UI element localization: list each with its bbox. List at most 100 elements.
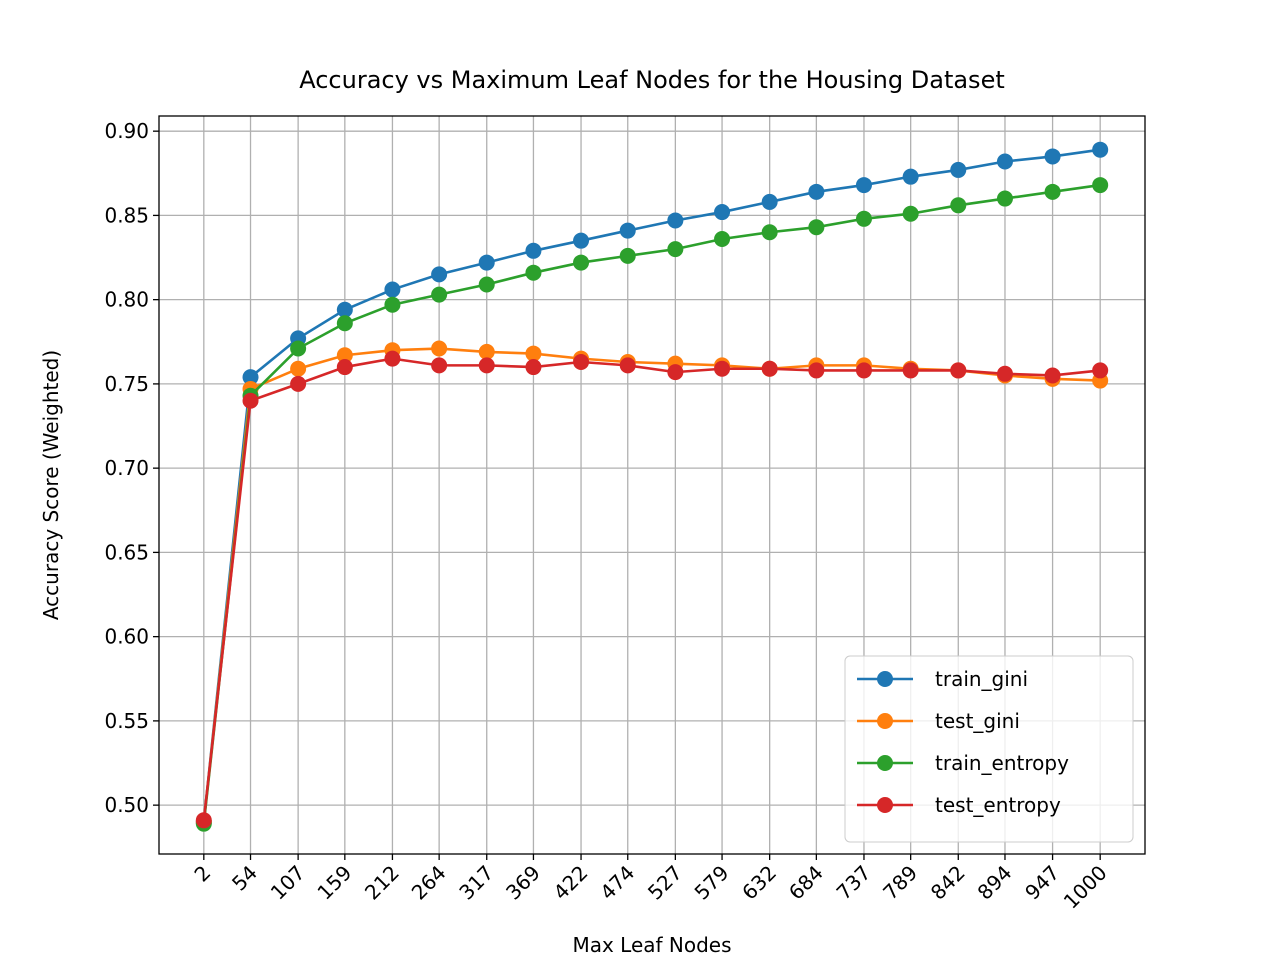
data-point — [1044, 183, 1061, 200]
y-tick-label: 0.90 — [104, 119, 149, 143]
y-tick-label: 0.60 — [104, 625, 149, 649]
data-point — [902, 205, 919, 222]
x-tick-label: 789 — [878, 861, 922, 905]
x-tick-label: 422 — [549, 861, 593, 905]
y-tick-label: 0.85 — [104, 203, 149, 227]
data-point — [619, 247, 636, 264]
data-point — [478, 343, 495, 360]
x-tick-label: 1000 — [1059, 861, 1112, 914]
x-tick-label: 842 — [926, 861, 970, 905]
y-tick-label: 0.75 — [104, 372, 149, 396]
legend-marker — [877, 671, 893, 687]
legend-label: test_gini — [935, 709, 1020, 733]
legend-frame — [844, 655, 1134, 843]
series-line — [202, 183, 1101, 824]
data-point — [950, 161, 967, 178]
legend-label: train_gini — [935, 667, 1028, 691]
data-point — [950, 197, 967, 214]
y-tick-label: 0.65 — [104, 540, 149, 564]
data-point — [290, 360, 307, 377]
x-axis-label: Max Leaf Nodes — [572, 933, 731, 957]
x-tick-label: 684 — [784, 861, 828, 905]
data-point — [996, 153, 1013, 170]
x-tick-label: 527 — [643, 861, 687, 905]
data-point — [336, 347, 353, 364]
data-point — [619, 357, 636, 374]
plot-frame — [158, 115, 1146, 855]
data-point — [950, 362, 967, 379]
x-tick-label: 947 — [1020, 861, 1064, 905]
data-point — [573, 354, 590, 370]
data-point — [195, 812, 212, 829]
x-tick-label: 54 — [227, 861, 262, 896]
data-point — [1044, 367, 1061, 384]
x-tick-label: 264 — [407, 861, 451, 905]
data-point — [667, 364, 684, 381]
data-point — [478, 276, 495, 293]
legend-marker — [877, 797, 893, 813]
data-point — [1044, 148, 1061, 165]
data-point — [384, 350, 401, 367]
data-point — [855, 177, 872, 194]
data-point — [714, 204, 731, 221]
data-point — [431, 340, 448, 357]
data-point — [1092, 141, 1109, 158]
x-tick-label: 212 — [360, 861, 404, 905]
x-tick-label: 737 — [832, 861, 876, 905]
legend-label: test_entropy — [935, 793, 1061, 817]
data-point — [808, 219, 825, 236]
x-tick-label: 107 — [266, 861, 310, 905]
x-tick-label: 632 — [737, 861, 781, 905]
data-point — [855, 210, 872, 227]
data-point — [525, 242, 542, 259]
data-point — [996, 190, 1013, 207]
data-point — [290, 340, 307, 357]
legend-label: train_entropy — [935, 751, 1069, 775]
x-tick-label: 369 — [501, 861, 545, 905]
data-point — [996, 365, 1013, 382]
data-point — [1092, 177, 1109, 194]
data-point — [808, 362, 825, 379]
data-point — [761, 360, 778, 377]
data-point — [855, 362, 872, 379]
y-tick-label: 0.70 — [104, 456, 149, 480]
data-point — [431, 357, 448, 374]
data-point — [573, 254, 590, 271]
data-point — [714, 231, 731, 247]
data-point — [808, 183, 825, 200]
data-point — [761, 224, 778, 241]
data-point — [478, 254, 495, 271]
data-point — [667, 212, 684, 229]
data-point — [525, 345, 542, 362]
data-point — [478, 357, 495, 374]
data-point — [336, 315, 353, 332]
y-tick-label: 0.55 — [104, 709, 149, 733]
legend-marker — [877, 755, 893, 771]
x-tick-label: 317 — [454, 861, 498, 905]
data-point — [525, 359, 542, 376]
data-point — [525, 264, 542, 281]
series-line — [202, 148, 1101, 823]
data-point — [336, 301, 353, 318]
data-point — [714, 360, 731, 377]
x-tick-label: 474 — [595, 861, 639, 905]
data-point — [1092, 362, 1109, 379]
data-point — [336, 359, 353, 376]
x-tick-label: 894 — [973, 861, 1017, 905]
data-point — [384, 296, 401, 313]
data-point — [384, 281, 401, 298]
x-tick-label: 2 — [189, 861, 215, 887]
legend: train_gini test_gini train_entropy test_ent… — [844, 655, 1134, 843]
data-point — [242, 369, 259, 386]
data-point — [290, 375, 307, 392]
data-point — [242, 392, 259, 409]
chart-title: Accuracy vs Maximum Leaf Nodes for the H… — [299, 66, 1005, 94]
data-point — [431, 266, 448, 283]
data-point — [761, 193, 778, 210]
data-point — [431, 286, 448, 303]
data-point — [573, 232, 590, 249]
data-point — [902, 362, 919, 379]
data-point — [902, 168, 919, 185]
y-axis-label: Accuracy Score (Weighted) — [39, 350, 63, 620]
